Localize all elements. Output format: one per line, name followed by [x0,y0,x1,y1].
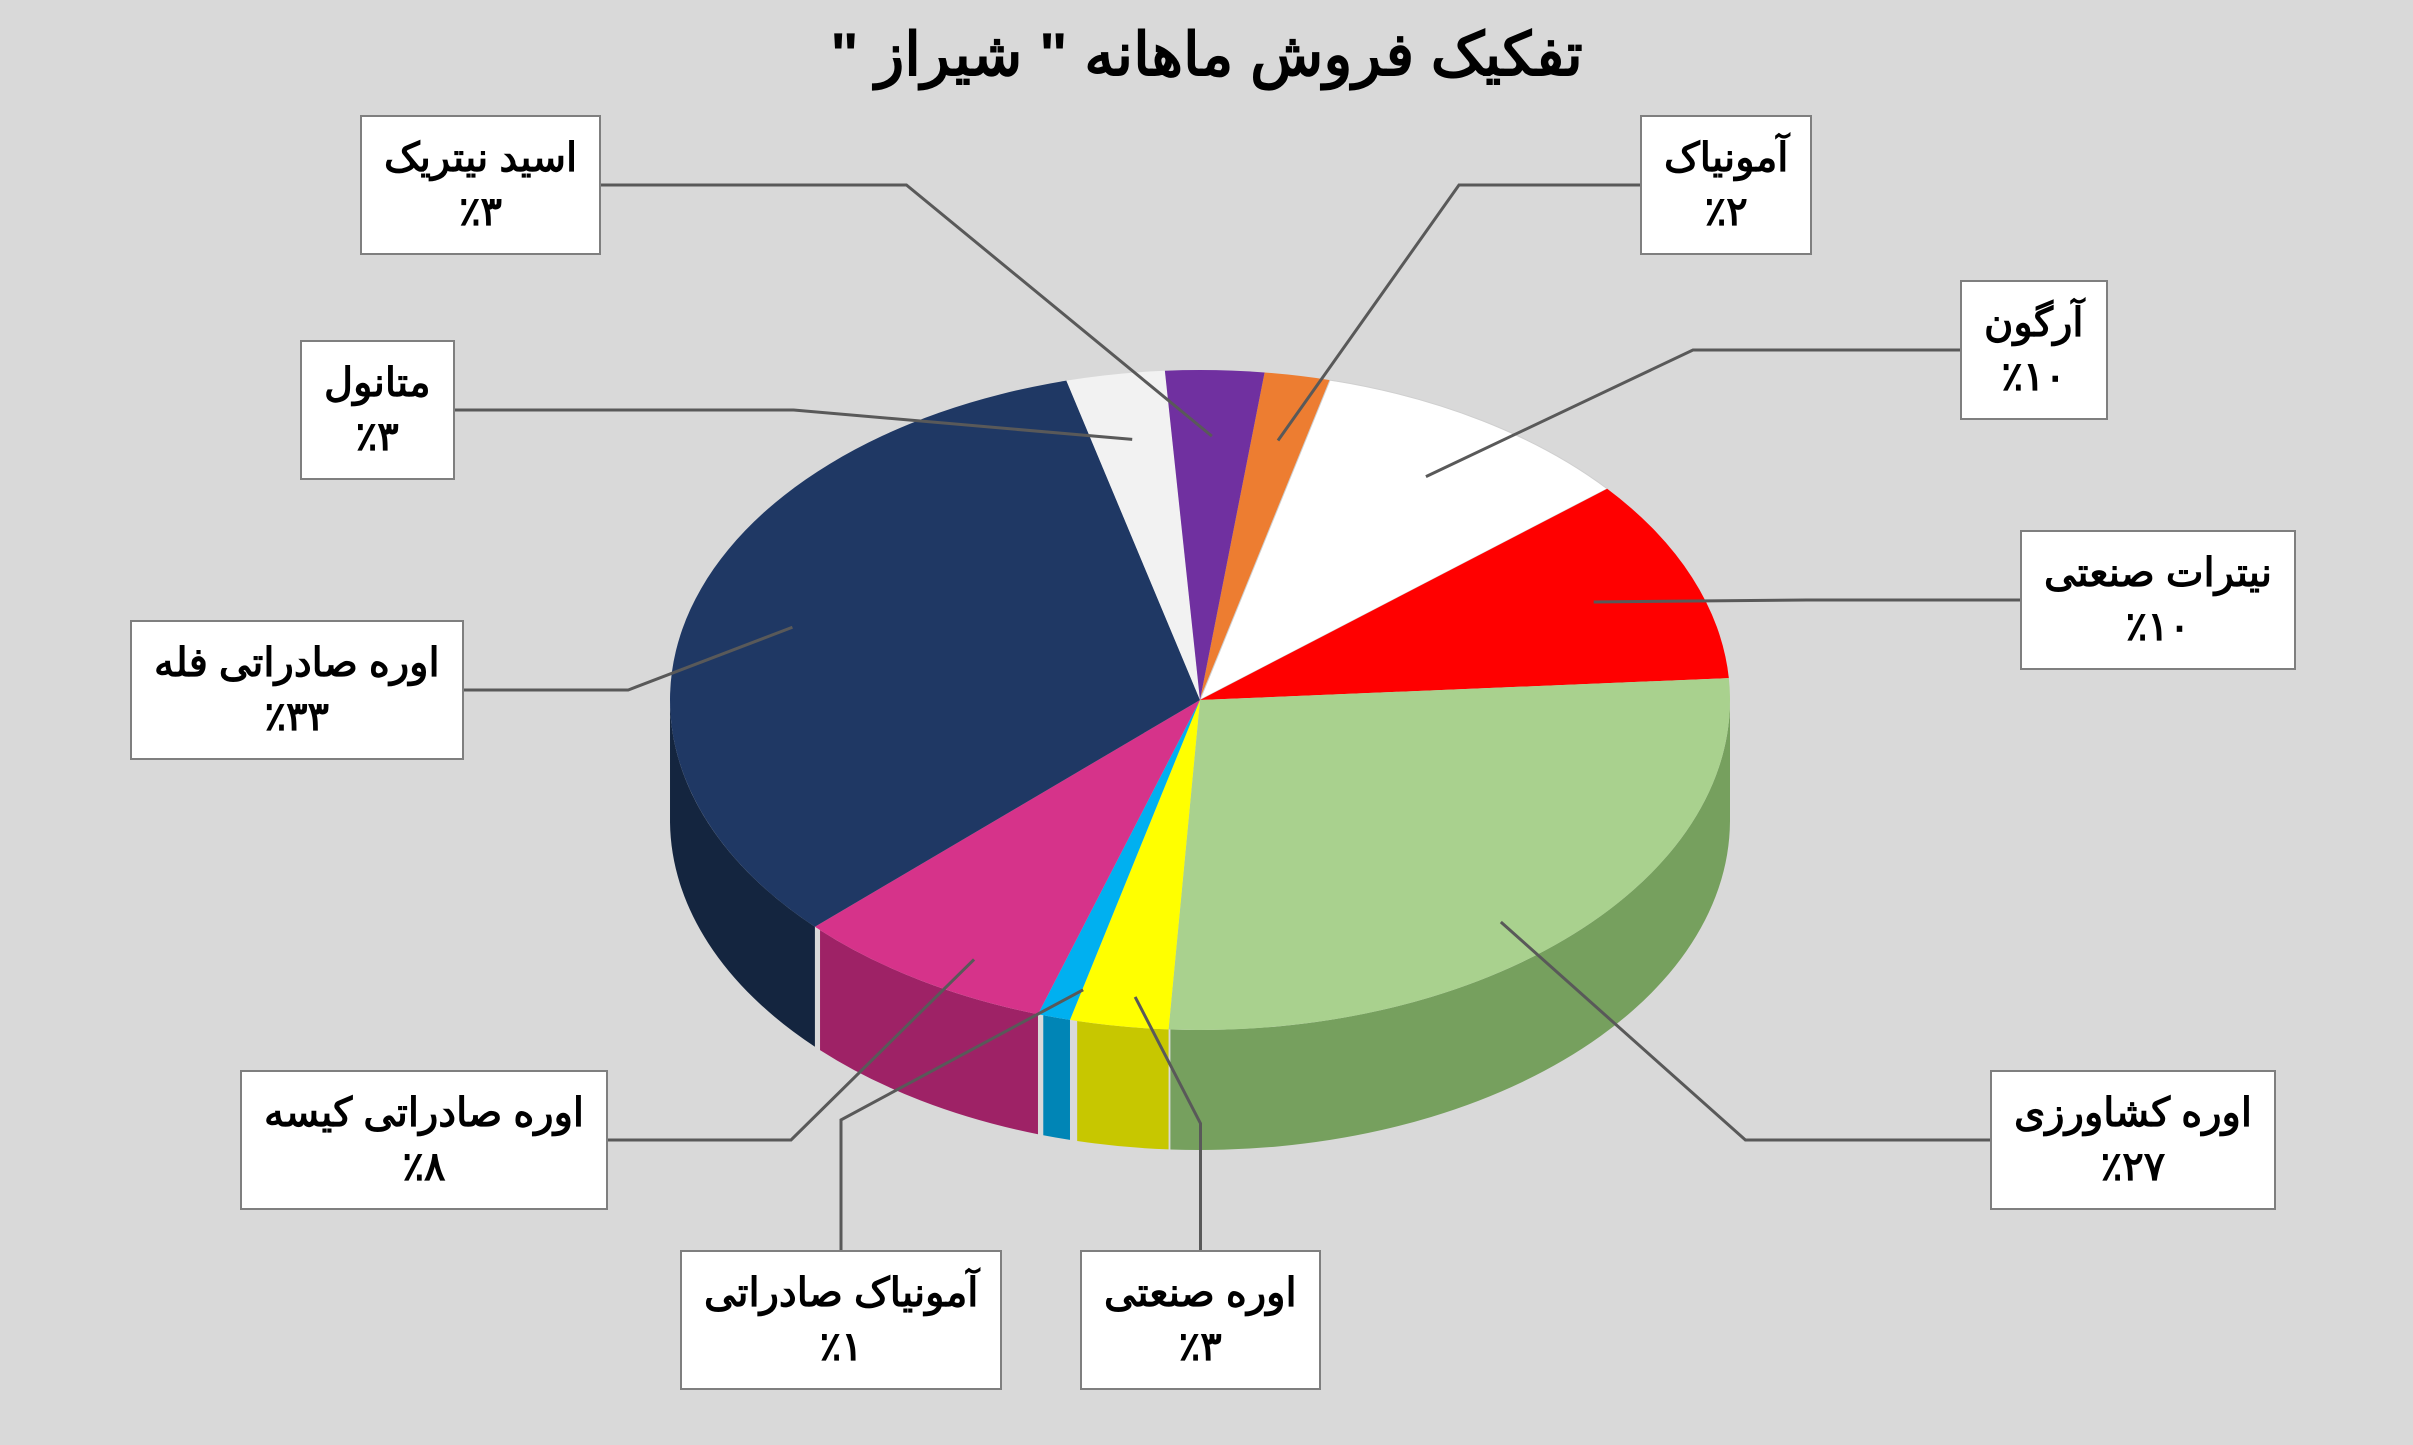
slice-label-name: اوره صادراتی فله [154,636,440,690]
slice-label-percent: ٪۳۳ [154,690,440,744]
slice-label-name: آمونیاک [1664,131,1788,185]
slice-label-percent: ٪۳ [324,410,431,464]
slice-label-name: آرگون [1984,296,2084,350]
slice-label-percent: ٪۳ [1104,1320,1297,1374]
slice-label-percent: ٪۱۰ [1984,350,2084,404]
slice-label-percent: ٪۲ [1664,185,1788,239]
slice-label-percent: ٪۱ [704,1320,978,1374]
leader-line [1594,600,2020,602]
slice-label-name: آمونیاک صادراتی [704,1266,978,1320]
slice-label: آمونیاک٪۲ [1640,115,1812,255]
chart-container: تفکیک فروش ماهانه " شیراز " آمونیاک٪۲آرگ… [0,0,2413,1445]
slice-label-percent: ٪۳ [384,185,577,239]
slice-label-name: اوره کشاورزی [2014,1086,2252,1140]
slice-label: اوره صادراتی فله٪۳۳ [130,620,464,760]
slice-label: اسید نیتریک٪۳ [360,115,601,255]
slice-label: نیترات صنعتی٪۱۰ [2020,530,2296,670]
slice-label-percent: ٪۲۷ [2014,1140,2252,1194]
slice-label-name: اسید نیتریک [384,131,577,185]
slice-label: آمونیاک صادراتی٪۱ [680,1250,1002,1390]
slice-label-name: اوره صنعتی [1104,1266,1297,1320]
slice-label-name: اوره صادراتی کیسه [264,1086,584,1140]
slice-label: آرگون٪۱۰ [1960,280,2108,420]
slice-label-name: متانول [324,356,431,410]
slice-label-name: نیترات صنعتی [2044,546,2272,600]
slice-label: اوره صنعتی٪۳ [1080,1250,1321,1390]
slice-label: اوره صادراتی کیسه٪۸ [240,1070,608,1210]
slice-label-percent: ٪۱۰ [2044,600,2272,654]
slice-label: اوره کشاورزی٪۲۷ [1990,1070,2276,1210]
slice-label: متانول٪۳ [300,340,455,480]
slice-label-percent: ٪۸ [264,1140,584,1194]
